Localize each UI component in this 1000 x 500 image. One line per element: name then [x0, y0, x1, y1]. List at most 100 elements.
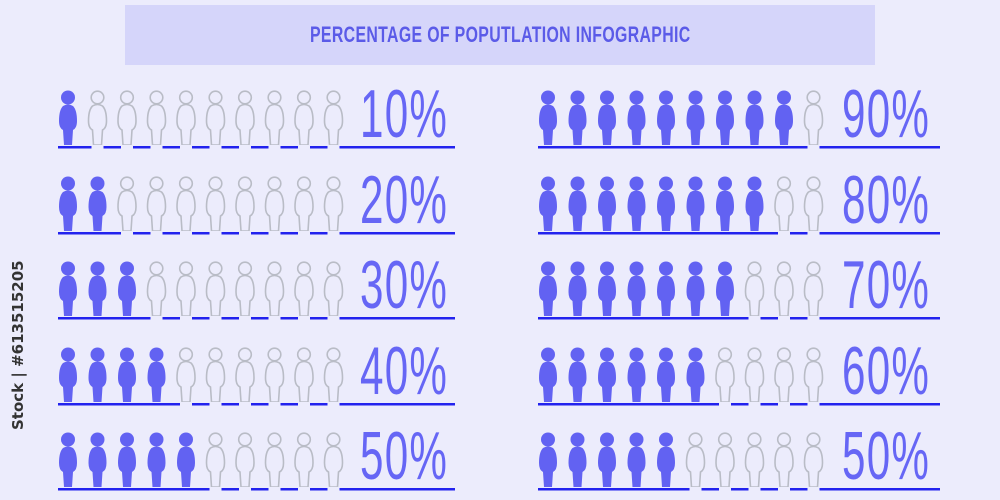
person-icon-filled [627, 347, 646, 402]
person-icon-filled [686, 90, 705, 145]
figures-graphic [538, 432, 940, 491]
person-icon-filled [118, 432, 136, 487]
person-icon-empty [744, 432, 765, 491]
person-icon-empty [235, 90, 255, 149]
population-row-right-4: 60% [538, 337, 940, 406]
person-icon-empty [803, 432, 824, 491]
person-icon-filled [88, 176, 107, 231]
figures-graphic [58, 346, 455, 406]
person-icon-empty [235, 346, 255, 406]
population-row-right-3: 70% [538, 251, 940, 320]
person-icon-empty [323, 261, 344, 320]
person-icon-filled [177, 432, 195, 487]
person-icon-filled [627, 432, 646, 487]
person-icon-filled [745, 176, 764, 231]
figures-graphic [58, 90, 455, 149]
person-icon-filled [59, 90, 77, 145]
person-icon-empty [87, 90, 108, 149]
person-icon-filled [539, 90, 557, 145]
person-icon-filled [59, 176, 77, 231]
person-icon-filled [568, 90, 587, 145]
population-row-left-1: 10% [58, 80, 455, 149]
person-icon-filled [716, 261, 734, 316]
person-icon-filled [147, 347, 166, 402]
population-row-right-5: 50% [538, 422, 940, 491]
population-row-left-4: 40% [58, 337, 455, 406]
percent-label: 80% [841, 161, 930, 238]
person-icon-empty [264, 432, 285, 491]
person-icon-empty [264, 346, 285, 406]
baseline [58, 231, 455, 234]
person-icon-filled [59, 347, 77, 402]
figures-graphic [538, 175, 940, 235]
figures-graphic [58, 175, 455, 235]
person-icon-empty [117, 90, 137, 149]
person-icon-filled [88, 347, 107, 402]
percent-label: 30% [359, 247, 448, 323]
person-icon-empty [264, 261, 285, 320]
person-icon-empty [205, 346, 226, 406]
person-icon-filled [88, 432, 107, 487]
person-icon-empty [323, 90, 344, 149]
person-icon-empty [294, 346, 314, 406]
population-row-left-5: 50% [58, 422, 455, 491]
person-icon-filled [657, 261, 675, 316]
baseline [538, 317, 940, 320]
person-icon-filled [598, 347, 616, 402]
person-icon-filled [598, 432, 616, 487]
person-icon-empty [803, 175, 824, 235]
person-icon-filled [716, 176, 734, 231]
person-icon-empty [744, 261, 765, 320]
person-icon-empty [803, 261, 824, 320]
percent-label: 60% [841, 332, 930, 409]
baseline [58, 488, 455, 491]
person-icon-filled [627, 90, 646, 145]
person-icon-empty [117, 175, 137, 235]
person-icon-empty [774, 261, 794, 320]
person-icon-empty [323, 432, 344, 491]
person-icon-filled [539, 261, 557, 316]
baseline [58, 402, 455, 405]
title-banner: PERCENTAGE OF POPUTLATION INFOGRAPHIC [125, 5, 875, 65]
person-icon-filled [88, 261, 107, 316]
person-icon-empty [235, 261, 255, 320]
person-icon-filled [568, 347, 587, 402]
person-icon-empty [205, 261, 226, 320]
figures-graphic [58, 261, 455, 320]
person-icon-empty [715, 432, 735, 491]
person-icon-empty [774, 432, 794, 491]
person-icon-empty [205, 432, 226, 491]
baseline [538, 488, 940, 491]
baseline [538, 402, 940, 405]
person-icon-empty [323, 346, 344, 406]
person-icon-filled [775, 90, 793, 145]
person-icon-empty [294, 261, 314, 320]
person-icon-filled [568, 261, 587, 316]
person-icon-empty [685, 432, 706, 491]
percent-label: 40% [359, 332, 448, 409]
person-icon-empty [146, 175, 167, 235]
percent-label: 90% [841, 76, 930, 152]
person-icon-filled [657, 176, 675, 231]
person-icon-empty [744, 346, 765, 406]
person-icon-filled [598, 176, 616, 231]
person-icon-empty [294, 175, 314, 235]
person-icon-empty [235, 175, 255, 235]
person-icon-filled [627, 176, 646, 231]
person-icon-empty [774, 346, 794, 406]
percent-label: 50% [359, 418, 448, 494]
baseline [538, 231, 940, 234]
person-icon-empty [146, 261, 167, 320]
percent-label: 20% [359, 161, 448, 238]
person-icon-filled [568, 176, 587, 231]
infographic-title: PERCENTAGE OF POPUTLATION INFOGRAPHIC [309, 22, 691, 47]
person-icon-filled [598, 261, 616, 316]
person-icon-empty [294, 432, 314, 491]
population-row-left-3: 30% [58, 251, 455, 320]
person-icon-empty [176, 261, 196, 320]
person-icon-empty [205, 175, 226, 235]
person-icon-filled [568, 432, 587, 487]
person-icon-filled [686, 176, 705, 231]
person-icon-filled [539, 432, 557, 487]
person-icon-filled [686, 261, 705, 316]
